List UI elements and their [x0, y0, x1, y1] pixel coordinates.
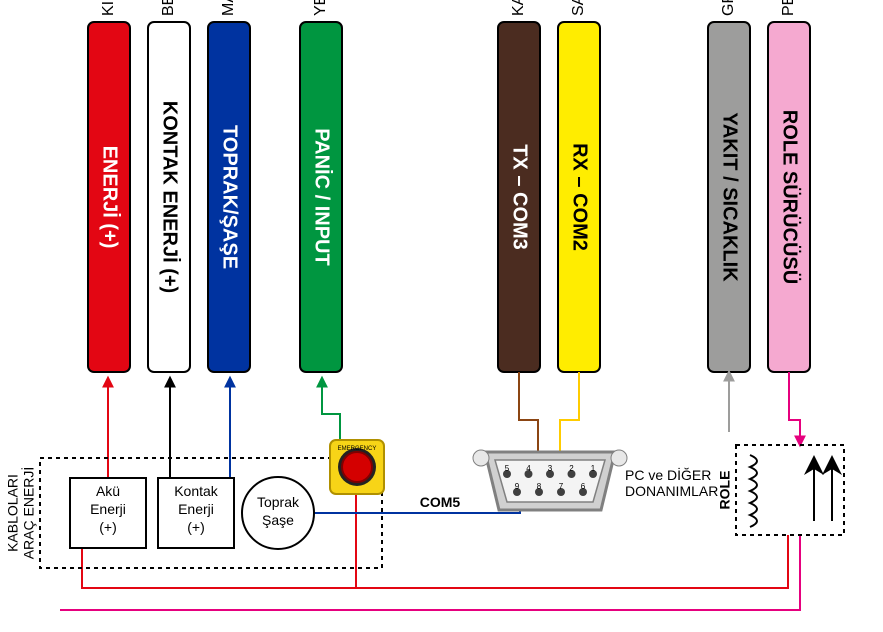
- wire-green: [322, 378, 340, 440]
- svg-text:4: 4: [526, 464, 531, 473]
- cable-color-label: MAVİ: [218, 0, 237, 16]
- toprak-label: Toprak: [257, 494, 300, 510]
- toprak-label: Şaşe: [262, 512, 294, 528]
- svg-text:6: 6: [581, 482, 586, 491]
- vehicle-power-side-label: KABLOLARI: [5, 474, 21, 552]
- pc-label: PC ve DİĞER: [625, 466, 711, 483]
- aku-label: Akü: [96, 483, 120, 499]
- cable-bar-label: TX – COM3: [509, 144, 531, 250]
- cable-bar-rx: RX – COM2 SARI: [558, 0, 600, 372]
- wire-magenta-down: [789, 372, 800, 445]
- cable-bar-label: ROLE SÜRÜCÜSÜ: [779, 110, 802, 284]
- svg-text:8: 8: [537, 482, 542, 491]
- cable-bar-panic: PANİC / INPUT YEŞİL: [300, 0, 342, 372]
- cable-bar-yakit: YAKIT / SICAKLIK GRİ: [708, 0, 750, 372]
- cable-color-label: BEYAZ: [160, 0, 177, 16]
- kontak-label: Enerji: [178, 501, 214, 517]
- kontak-label: Kontak: [174, 483, 219, 499]
- kontak-label: (+): [187, 519, 205, 535]
- cable-bar-tx: TX – COM3 KAHVE: [498, 0, 540, 372]
- wiring-diagram: ENERJİ (+) KIRMIZI KONTAK ENERJİ (+) BEYAZ T…: [0, 0, 883, 632]
- cable-bar-toprak: TOPRAK/ŞAŞE MAVİ: [208, 0, 250, 372]
- cable-color-label: YEŞİL: [310, 0, 329, 16]
- wire-yellow: [560, 372, 579, 460]
- aku-label: Enerji: [90, 501, 126, 517]
- cable-color-label: SARI: [570, 0, 587, 16]
- cable-bar-label: PANİC / INPUT: [311, 128, 334, 265]
- cable-color-label: KIRMIZI: [100, 0, 117, 16]
- pc-label: DONANIMLAR: [625, 483, 718, 499]
- svg-text:3: 3: [548, 464, 553, 473]
- svg-text:7: 7: [559, 482, 564, 491]
- db9-connector: 5 4 3 2 1 9 8 7 6: [473, 450, 627, 510]
- cable-color-label: PEMBE: [780, 0, 797, 16]
- cable-color-label: KAHVE: [510, 0, 527, 16]
- svg-text:5: 5: [505, 464, 510, 473]
- svg-text:EMERGENCY: EMERGENCY: [338, 446, 377, 452]
- cable-bar-label: TOPRAK/ŞAŞE: [219, 125, 241, 269]
- cable-bar-label: RX – COM2: [569, 143, 591, 251]
- com5-label: COM5: [420, 494, 461, 510]
- svg-text:2: 2: [569, 464, 574, 473]
- svg-text:1: 1: [591, 464, 596, 473]
- vehicle-power-side-label: ARAÇ ENERJİ: [20, 467, 37, 560]
- emergency-button: EMERGENCY: [330, 440, 384, 494]
- relay-symbol: ROLE: [717, 445, 844, 535]
- cable-bar-role: ROLE SÜRÜCÜSÜ PEMBE: [768, 0, 810, 372]
- cable-color-label: GRİ: [718, 0, 737, 16]
- aku-label: (+): [99, 519, 117, 535]
- svg-text:9: 9: [515, 482, 520, 491]
- cable-bar-kontak: KONTAK ENERJİ (+) BEYAZ: [148, 0, 190, 372]
- wire-brown: [519, 372, 538, 460]
- cable-bar-label: ENERJİ (+): [99, 146, 122, 249]
- cable-bar-label: KONTAK ENERJİ (+): [159, 101, 182, 293]
- cable-bar-label: YAKIT / SICAKLIK: [719, 112, 741, 282]
- cable-bar-energy: ENERJİ (+) KIRMIZI: [88, 0, 130, 372]
- relay-label: ROLE: [717, 471, 733, 510]
